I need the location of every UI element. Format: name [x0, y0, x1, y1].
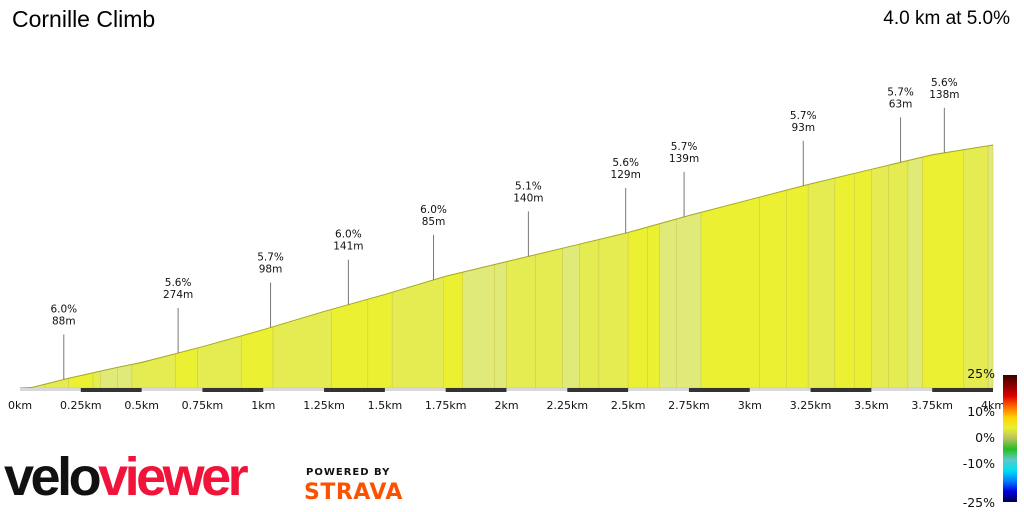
annotation-length: 98m — [259, 263, 283, 275]
powered-by-label: POWERED BY — [306, 467, 391, 478]
legend-label: -10% — [963, 456, 995, 471]
profile-segment — [562, 243, 580, 389]
profile-segment — [131, 353, 176, 389]
annotation-gradient: 6.0% — [420, 204, 447, 216]
profile-segment — [391, 276, 444, 389]
x-tick-label: 0km — [8, 399, 32, 412]
x-tick-label: 3km — [738, 399, 762, 412]
annotation-gradient: 5.7% — [671, 141, 698, 153]
profile-segment — [579, 239, 600, 389]
legend-label: -25% — [963, 495, 995, 510]
profile-segment — [506, 254, 536, 389]
profile-segment — [443, 271, 463, 389]
legend-label: 0% — [975, 430, 995, 445]
profile-segment — [676, 211, 702, 389]
x-tick-label: 0.25km — [60, 399, 102, 412]
x-tick-label: 2.25km — [547, 399, 589, 412]
profile-segment — [117, 364, 133, 389]
annotation-gradient: 5.7% — [887, 86, 914, 98]
legend-label: 10% — [967, 404, 995, 419]
profile-segment — [785, 184, 809, 389]
annotation-gradient: 5.6% — [612, 157, 639, 169]
distance-baseline — [20, 388, 993, 392]
annotation-length: 88m — [52, 315, 76, 327]
strava-logo[interactable]: STRAVA — [304, 480, 403, 505]
x-tick-label: 0.75km — [182, 399, 224, 412]
x-tick-label: 3.75km — [911, 399, 953, 412]
annotation-gradient: 5.7% — [790, 110, 817, 122]
profile-segment — [627, 226, 648, 389]
x-tick-label: 2km — [494, 399, 518, 412]
profile-area — [19, 144, 994, 389]
profile-segment — [907, 156, 923, 389]
profile-segment — [807, 177, 836, 389]
profile-segment — [871, 164, 889, 389]
annotation-gradient: 6.0% — [50, 303, 77, 315]
annotation-length: 138m — [929, 89, 959, 101]
profile-segment — [854, 168, 872, 389]
profile-segment — [272, 309, 332, 389]
annotation-length: 129m — [611, 169, 641, 181]
profile-segment — [241, 326, 274, 389]
profile-segment — [888, 160, 909, 389]
x-axis-ticks: 0km 0.25km 0.5km 0.75km 1km 1.25km 1.5km 1.75km… — [8, 399, 1005, 412]
climb-summary: 4.0 km at 5.0% — [883, 8, 1010, 29]
x-tick-label: 3.5km — [854, 399, 889, 412]
profile-segment — [922, 149, 965, 389]
veloviewer-logo[interactable]: veloviewer — [4, 447, 249, 507]
annotation-gradient: 5.6% — [165, 277, 192, 289]
gradient-color-bar — [1003, 375, 1017, 502]
profile-segment — [759, 189, 787, 389]
profile-segment — [92, 370, 101, 389]
profile-segment — [462, 264, 495, 389]
annotation-gradient: 6.0% — [335, 229, 362, 241]
profile-segment — [700, 196, 760, 389]
profile-segment — [535, 247, 563, 389]
x-tick-label: 4km — [981, 399, 1005, 412]
annotation-length: 85m — [422, 216, 446, 228]
climb-title: Cornille Climb — [12, 6, 156, 32]
annotation-gradient: 5.7% — [257, 251, 284, 263]
annotation-length: 141m — [333, 241, 363, 253]
annotation-length: 140m — [513, 192, 543, 204]
profile-segment — [197, 335, 242, 389]
logo-velo: velo — [4, 447, 102, 507]
gradient-color-legend: 25% 10% 0% -10% -25% — [963, 366, 1017, 510]
profile-segment — [963, 145, 989, 389]
annotation-gradient: 5.6% — [931, 77, 958, 89]
x-tick-label: 2.5km — [611, 399, 646, 412]
profile-segment — [834, 173, 855, 389]
x-tick-label: 1.25km — [303, 399, 345, 412]
x-tick-label: 1km — [251, 399, 275, 412]
x-tick-label: 3.25km — [790, 399, 832, 412]
x-tick-label: 1.5km — [368, 399, 403, 412]
profile-segment — [367, 291, 393, 389]
profile-segment — [598, 232, 629, 389]
legend-label: 25% — [967, 366, 995, 381]
profile-segment — [987, 144, 994, 389]
profile-segment — [494, 261, 507, 389]
profile-segment — [659, 218, 678, 389]
segment-annotations: 6.0%88m5.6%274m5.7%98m6.0%141m6.0%85m5.1… — [50, 77, 959, 380]
annotation-length: 139m — [669, 153, 699, 165]
x-tick-label: 0.5km — [124, 399, 159, 412]
annotation-length: 93m — [791, 122, 815, 134]
annotation-gradient: 5.1% — [515, 180, 542, 192]
annotation-length: 274m — [163, 289, 193, 301]
logo-viewer: viewer — [98, 447, 249, 507]
profile-segment — [647, 223, 660, 389]
profile-segment — [331, 298, 369, 389]
x-tick-label: 2.75km — [668, 399, 710, 412]
profile-outline — [19, 144, 994, 389]
annotation-length: 63m — [889, 98, 913, 110]
x-tick-label: 1.75km — [425, 399, 467, 412]
profile-segment — [175, 347, 198, 389]
